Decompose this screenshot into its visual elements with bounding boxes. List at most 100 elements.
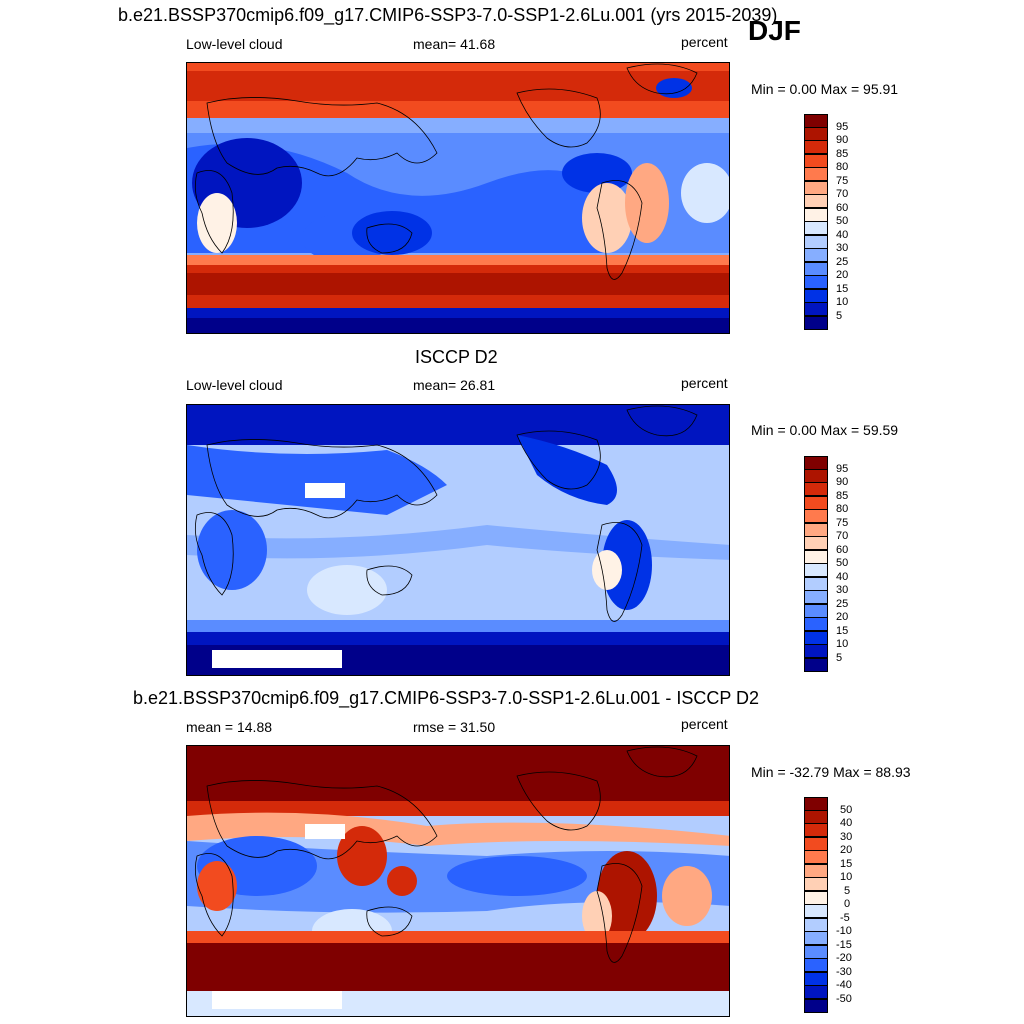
colorbar-tick-label: 80 — [836, 503, 849, 515]
colorbar-swatch — [804, 617, 828, 631]
season-label: DJF — [748, 15, 801, 46]
diff-colorbar — [804, 797, 828, 1013]
colorbar-swatch — [804, 877, 828, 891]
colorbar-swatch — [804, 577, 828, 591]
colorbar-tick-label: -15 — [836, 939, 852, 951]
colorbar-tick-label: -10 — [836, 925, 852, 937]
colorbar-tick-label: 30 — [840, 831, 853, 843]
colorbar-swatch — [804, 482, 828, 496]
colorbar-tick-label: 10 — [836, 296, 849, 308]
colorbar-swatch — [804, 469, 828, 483]
colorbar-tick-label: 25 — [836, 256, 849, 268]
colorbar-tick-label: -40 — [836, 979, 852, 991]
colorbar-swatch — [804, 154, 828, 168]
obs-map — [186, 404, 730, 676]
colorbar-swatch — [804, 563, 828, 577]
model-panel-title: b.e21.BSSP370cmip6.f09_g17.CMIP6-SSP3-7.… — [118, 5, 778, 25]
colorbar-swatch — [804, 289, 828, 303]
colorbar-tick-label: 70 — [836, 530, 849, 542]
colorbar-tick-label: 75 — [836, 517, 849, 529]
colorbar-swatch — [804, 999, 828, 1013]
model-minmax-label: Min = 0.00 Max = 95.91 — [751, 81, 899, 97]
colorbar-swatch — [804, 194, 828, 208]
colorbar-swatch — [804, 644, 828, 658]
colorbar-swatch — [804, 262, 828, 276]
colorbar-swatch — [804, 523, 828, 537]
colorbar-tick-label: 30 — [836, 584, 849, 596]
colorbar-tick-label: 60 — [836, 544, 849, 556]
colorbar-tick-label: -30 — [836, 966, 852, 978]
colorbar-swatch — [804, 114, 828, 128]
diff-panel-title: b.e21.BSSP370cmip6.f09_g17.CMIP6-SSP3-7.… — [133, 688, 760, 708]
colorbar-swatch — [804, 604, 828, 618]
obs-panel-title: ISCCP D2 — [415, 347, 498, 367]
colorbar-tick-label: -5 — [840, 912, 850, 924]
colorbar-swatch — [804, 248, 828, 262]
colorbar-tick-label: 5 — [844, 885, 851, 897]
model-colorbar — [804, 114, 828, 330]
colorbar-tick-label: 5 — [836, 310, 843, 322]
colorbar-swatch — [804, 509, 828, 523]
colorbar-swatch — [804, 221, 828, 235]
colorbar-swatch — [804, 810, 828, 824]
colorbar-tick-label: 10 — [836, 638, 849, 650]
colorbar-tick-label: -50 — [836, 993, 852, 1005]
colorbar-swatch — [804, 127, 828, 141]
colorbar-tick-label: -20 — [836, 952, 852, 964]
colorbar-swatch — [804, 797, 828, 811]
colorbar-tick-label: 5 — [836, 652, 843, 664]
colorbar-tick-label: 90 — [836, 134, 849, 146]
colorbar-tick-label: 80 — [836, 161, 849, 173]
obs-colorbar — [804, 456, 828, 672]
model-mean-label: mean= 41.68 — [413, 36, 496, 52]
colorbar-swatch — [804, 823, 828, 837]
model-variable-label: Low-level cloud — [186, 36, 283, 52]
colorbar-swatch — [804, 302, 828, 316]
obs-units-label: percent — [681, 375, 728, 391]
colorbar-swatch — [804, 958, 828, 972]
colorbar-swatch — [804, 658, 828, 672]
colorbar-swatch — [804, 918, 828, 932]
diff-map — [186, 745, 730, 1017]
colorbar-tick-label: 95 — [836, 121, 849, 133]
diff-units-label: percent — [681, 716, 728, 732]
colorbar-tick-label: 60 — [836, 202, 849, 214]
colorbar-tick-label: 85 — [836, 490, 849, 502]
colorbar-swatch — [804, 864, 828, 878]
colorbar-swatch — [804, 275, 828, 289]
colorbar-tick-label: 40 — [836, 571, 849, 583]
colorbar-swatch — [804, 208, 828, 222]
colorbar-swatch — [804, 631, 828, 645]
obs-variable-label: Low-level cloud — [186, 377, 283, 393]
colorbar-tick-label: 0 — [844, 898, 851, 910]
colorbar-swatch — [804, 181, 828, 195]
colorbar-swatch — [804, 167, 828, 181]
colorbar-swatch — [804, 235, 828, 249]
colorbar-tick-label: 40 — [840, 817, 853, 829]
colorbar-tick-label: 85 — [836, 148, 849, 160]
colorbar-tick-label: 10 — [840, 871, 853, 883]
colorbar-tick-label: 75 — [836, 175, 849, 187]
colorbar-swatch — [804, 590, 828, 604]
colorbar-swatch — [804, 550, 828, 564]
colorbar-tick-label: 15 — [836, 283, 849, 295]
model-units-label: percent — [681, 34, 728, 50]
colorbar-tick-label: 15 — [836, 625, 849, 637]
colorbar-tick-label: 25 — [836, 598, 849, 610]
colorbar-swatch — [804, 985, 828, 999]
colorbar-swatch — [804, 456, 828, 470]
colorbar-tick-label: 15 — [840, 858, 853, 870]
colorbar-tick-label: 30 — [836, 242, 849, 254]
model-map — [186, 62, 730, 334]
colorbar-swatch — [804, 496, 828, 510]
diff-mean-label: mean = 14.88 — [186, 719, 273, 735]
colorbar-tick-label: 50 — [840, 804, 853, 816]
colorbar-tick-label: 20 — [836, 611, 849, 623]
colorbar-swatch — [804, 536, 828, 550]
colorbar-swatch — [804, 931, 828, 945]
diff-rmse-label: rmse = 31.50 — [413, 719, 496, 735]
colorbar-tick-label: 40 — [836, 229, 849, 241]
colorbar-swatch — [804, 904, 828, 918]
colorbar-tick-label: 70 — [836, 188, 849, 200]
colorbar-swatch — [804, 837, 828, 851]
